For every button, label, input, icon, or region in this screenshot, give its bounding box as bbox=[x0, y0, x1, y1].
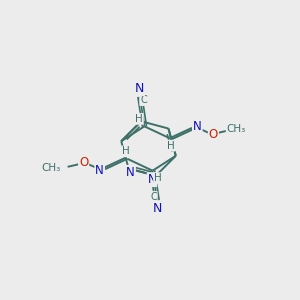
Text: N: N bbox=[126, 166, 135, 179]
Text: N: N bbox=[148, 173, 156, 186]
Text: O: O bbox=[209, 128, 218, 141]
Text: N: N bbox=[95, 164, 104, 177]
Text: O: O bbox=[79, 156, 88, 169]
Text: H: H bbox=[122, 146, 130, 156]
Text: H: H bbox=[135, 114, 143, 124]
Text: H: H bbox=[167, 141, 175, 151]
Text: H: H bbox=[154, 173, 162, 183]
Text: CH₃: CH₃ bbox=[41, 163, 61, 173]
Text: N: N bbox=[193, 120, 202, 133]
Text: N: N bbox=[153, 202, 162, 215]
Text: N: N bbox=[135, 82, 144, 95]
Text: C: C bbox=[150, 192, 157, 202]
Text: C: C bbox=[140, 95, 147, 105]
Text: CH₃: CH₃ bbox=[226, 124, 246, 134]
